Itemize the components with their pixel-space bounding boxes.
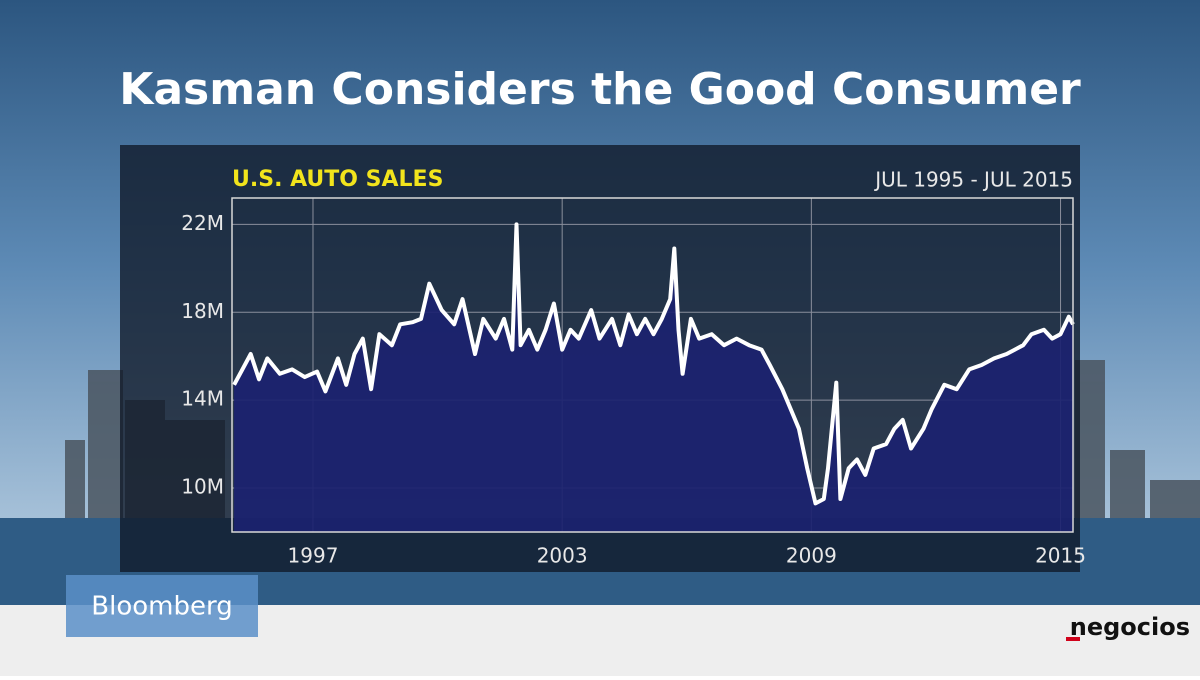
chart-title: U.S. AUTO SALES bbox=[232, 167, 443, 192]
publisher-logo: negocios bbox=[1070, 613, 1190, 641]
chart-subtitle: JUL 1995 - JUL 2015 bbox=[873, 168, 1073, 192]
y-tick-label: 18M bbox=[181, 299, 224, 323]
network-box bbox=[66, 575, 258, 637]
x-tick-label: 2009 bbox=[786, 544, 837, 568]
plot-frame bbox=[231, 197, 1074, 533]
plot: 10M 14M 18M 22M 1997 2003 2009 2015 bbox=[181, 198, 1086, 568]
y-tick-label: 22M bbox=[181, 211, 224, 235]
area-fill bbox=[234, 224, 1074, 532]
publisher-accent bbox=[1066, 637, 1080, 641]
y-tick-label: 14M bbox=[181, 387, 224, 411]
area-line bbox=[232, 222, 1075, 506]
x-tick-label: 2003 bbox=[537, 544, 588, 568]
y-tick-label: 10M bbox=[181, 475, 224, 499]
headline: Kasman Considers the Good Consumer bbox=[119, 64, 1081, 115]
x-tick-label: 2015 bbox=[1035, 544, 1086, 568]
network-logo: Bloomberg bbox=[91, 592, 232, 622]
x-tick-label: 1997 bbox=[288, 544, 339, 568]
